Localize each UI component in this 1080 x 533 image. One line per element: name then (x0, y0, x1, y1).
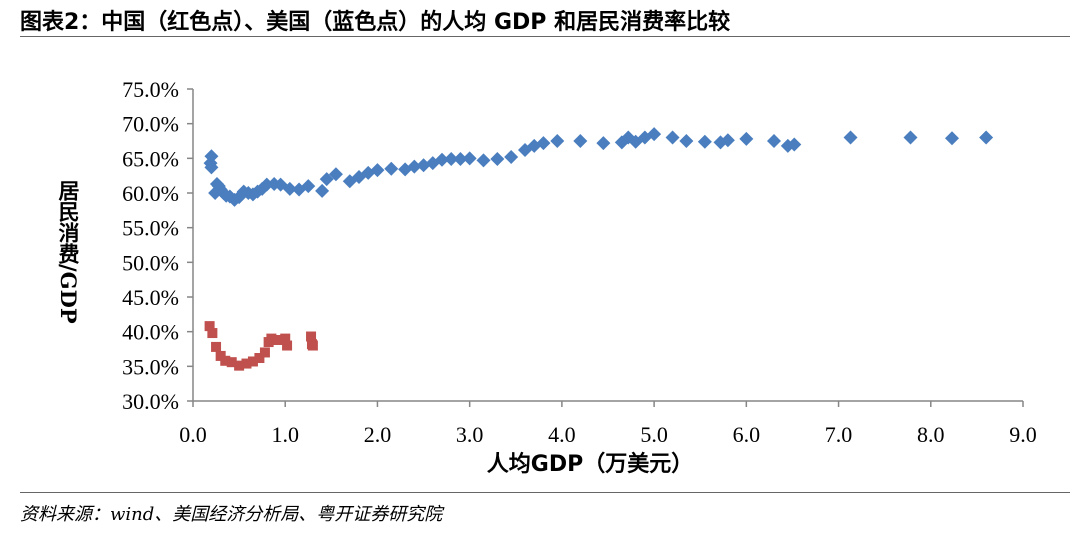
data-point-square (259, 347, 270, 358)
data-point-diamond (679, 134, 694, 148)
x-tick-label: 8.0 (917, 422, 945, 447)
x-tick-label: 0.0 (179, 422, 207, 447)
source-note: 资料来源：wind、美国经济分析局、粤开证券研究院 (20, 504, 443, 525)
x-tick-label: 3.0 (456, 422, 484, 447)
data-point-diamond (504, 149, 519, 164)
y-tick-label: 55.0% (122, 216, 179, 241)
data-point-diamond (739, 131, 754, 146)
data-point-diamond (319, 172, 334, 187)
y-axis-label: 居民消费/GDP (56, 180, 81, 324)
data-point-diamond (384, 161, 399, 176)
data-point-diamond (282, 181, 297, 196)
scatter-chart: 30.0% 35.0% 40.0% 45.0% 50.0% 55.0% 60.0% 65.0%… (122, 77, 1037, 477)
y-tick-label: 60.0% (122, 181, 179, 206)
data-point-square (254, 353, 265, 364)
data-point-diamond (720, 133, 735, 148)
x-tick-label: 7.0 (825, 422, 853, 447)
data-point-diamond (245, 187, 260, 202)
x-axis-label: 人均GDP（万美元） (487, 451, 693, 477)
data-point-diamond (647, 127, 662, 142)
data-point-diamond (550, 134, 565, 148)
data-point-square (207, 328, 218, 339)
data-point-square (204, 321, 215, 332)
y-tick-label: 40.0% (122, 320, 179, 345)
x-tick-label: 5.0 (640, 422, 668, 447)
x-tick-label: 4.0 (548, 422, 576, 447)
figure-title: 图表2：中国（红色点）、美国（蓝色点）的人均 GDP 和居民消费率比较 (20, 10, 731, 35)
data-point-square (272, 334, 283, 345)
data-point-diamond (315, 183, 330, 198)
data-point-diamond (573, 134, 588, 148)
data-point-square (306, 331, 317, 342)
data-point-diamond (697, 134, 712, 149)
data-point-diamond (453, 152, 468, 167)
data-point-diamond (767, 134, 781, 148)
data-point-diamond (787, 137, 802, 152)
data-point-square (241, 358, 252, 369)
y-tick-label: 45.0% (122, 285, 179, 310)
data-point-diamond (328, 167, 343, 182)
data-point-diamond (435, 152, 449, 167)
data-point-diamond (944, 131, 959, 146)
data-point-diamond (407, 159, 422, 174)
x-tick-label: 9.0 (1009, 422, 1037, 447)
title-divider (20, 36, 1070, 37)
y-tick-label: 75.0% (122, 77, 179, 102)
x-tick-label: 1.0 (271, 422, 299, 447)
data-point-square (307, 340, 318, 351)
y-tick-label: 70.0% (122, 112, 179, 137)
data-point-square (211, 341, 222, 352)
x-tick-label: 2.0 (364, 422, 392, 447)
data-point-diamond (903, 130, 918, 145)
x-tick-label: 6.0 (733, 422, 761, 447)
ticks: 30.0% 35.0% 40.0% 45.0% 50.0% 55.0% 60.0% 65.0%… (122, 77, 1037, 447)
data-point-square (247, 356, 258, 367)
data-point-square (220, 355, 231, 366)
data-point-square (234, 360, 245, 371)
data-point-diamond (301, 179, 316, 194)
data-point-diamond (843, 130, 858, 145)
y-tick-label: 30.0% (122, 389, 179, 414)
data-point-diamond (462, 151, 477, 166)
data-point-square (282, 340, 293, 351)
data-point-square (280, 333, 291, 344)
data-point-diamond (665, 130, 680, 145)
axes (192, 89, 1023, 402)
y-tick-label: 65.0% (122, 146, 179, 171)
data-point-diamond (204, 160, 219, 175)
data-point-diamond (444, 152, 459, 167)
source-divider (20, 492, 1070, 493)
data-point-square (266, 333, 277, 344)
data-point-diamond (536, 136, 551, 151)
data-point-square (226, 357, 237, 368)
y-tick-label: 50.0% (122, 250, 179, 275)
data-point-diamond (490, 152, 505, 167)
data-point-diamond (596, 136, 611, 151)
data-point-diamond (476, 153, 491, 168)
data-point-diamond (370, 163, 385, 178)
data-point-diamond (416, 158, 431, 173)
points (203, 127, 994, 371)
y-tick-label: 35.0% (122, 354, 179, 379)
data-point-diamond (979, 130, 994, 145)
